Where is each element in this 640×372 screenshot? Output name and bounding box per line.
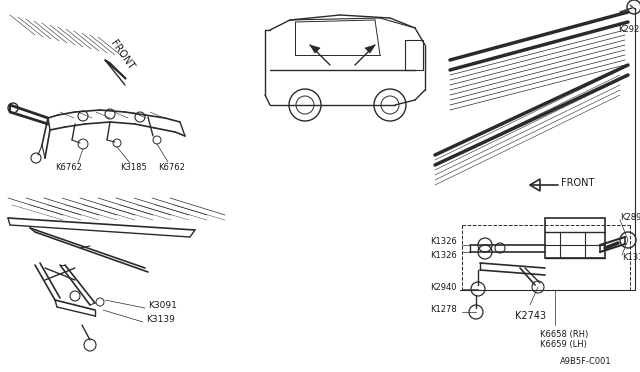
Text: K1278: K1278 xyxy=(430,305,457,314)
Text: K6762: K6762 xyxy=(55,164,82,173)
Text: K2923: K2923 xyxy=(618,26,640,35)
Text: FRONT: FRONT xyxy=(108,38,135,71)
Text: K3091: K3091 xyxy=(148,301,177,310)
Text: K6659 (LH): K6659 (LH) xyxy=(540,340,587,350)
Text: K3185: K3185 xyxy=(120,163,147,171)
Text: A9B5F-C001: A9B5F-C001 xyxy=(560,357,612,366)
Text: K1326: K1326 xyxy=(430,237,457,247)
Text: K3139: K3139 xyxy=(146,315,175,324)
Bar xyxy=(545,218,605,258)
Text: K2940: K2940 xyxy=(430,282,456,292)
Text: K1337: K1337 xyxy=(622,253,640,263)
Bar xyxy=(405,40,423,70)
Text: K1326: K1326 xyxy=(430,251,457,260)
Text: K2897: K2897 xyxy=(620,212,640,221)
Text: FRONT: FRONT xyxy=(561,178,595,188)
Text: K6762: K6762 xyxy=(158,163,185,171)
Polygon shape xyxy=(310,45,320,53)
Text: K2743: K2743 xyxy=(515,311,546,321)
Text: K6658 (RH): K6658 (RH) xyxy=(540,330,588,340)
Polygon shape xyxy=(365,45,375,53)
